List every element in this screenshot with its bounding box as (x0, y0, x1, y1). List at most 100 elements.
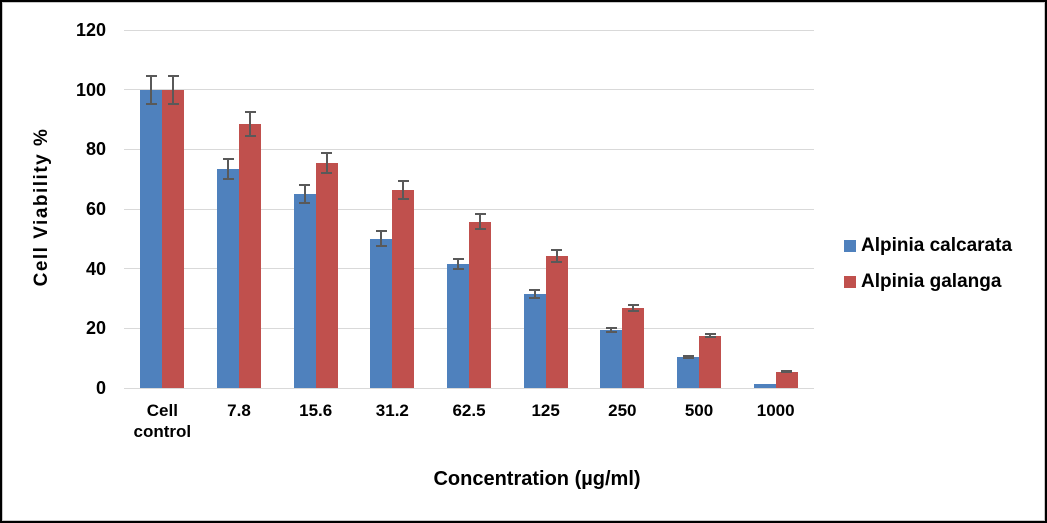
bar-alpinia-galanga-125 (545, 255, 568, 388)
gridline-y-80 (124, 148, 814, 150)
error-bar (704, 333, 716, 339)
error-bar-stem (172, 74, 175, 105)
error-bar (145, 74, 157, 105)
error-bar (452, 258, 464, 271)
error-bar-stem (402, 180, 405, 200)
error-bar (375, 230, 387, 248)
bar-alpinia-galanga-1000 (775, 371, 798, 388)
gridline-y-120 (124, 29, 814, 31)
legend-swatch-icon (844, 240, 856, 252)
y-axis-title: Cell Viability % (31, 127, 52, 287)
error-bar (605, 327, 617, 334)
error-bar (167, 74, 179, 105)
bar-alpinia-calcarata-31.2 (370, 238, 393, 388)
x-category-label-31.2: 31.2 (375, 401, 409, 420)
y-tick-label-120: 120 (75, 20, 106, 40)
error-bar-cap-top (299, 183, 311, 186)
gridline-y-60 (124, 208, 814, 210)
error-bar-stem (249, 110, 251, 138)
error-bar-cap-bottom (529, 297, 541, 300)
error-bar-stem (632, 303, 635, 313)
bar-alpinia-calcarata-1000 (753, 384, 776, 388)
bar-alpinia-galanga-cell-control (162, 89, 185, 388)
error-bar-cap-top (551, 248, 563, 251)
error-bar-cap-bottom (627, 310, 639, 313)
error-bar-cap-bottom (145, 102, 157, 105)
error-bar (627, 303, 639, 313)
x-category-label-15.6: 15.6 (299, 401, 333, 420)
error-bar (682, 354, 694, 360)
y-tick-label-80: 80 (85, 139, 106, 160)
error-bar-cap-top (222, 157, 234, 160)
legend-swatch-icon (844, 276, 856, 288)
error-bar-cap-top (244, 110, 256, 113)
error-bar-stem (687, 354, 689, 360)
error-bar-stem (709, 333, 711, 339)
error-bar-cap-bottom (167, 102, 179, 105)
error-bar-cap-top (397, 180, 409, 183)
error-bar-cap-top (704, 333, 716, 336)
x-category-label-125: 125 (531, 401, 560, 420)
legend-label: Alpinia calcarata (861, 235, 1013, 256)
bar-alpinia-galanga-62.5 (469, 221, 491, 388)
error-bar (781, 370, 793, 374)
error-bar (551, 248, 563, 263)
error-bar-cap-bottom (682, 357, 694, 360)
bar-alpinia-galanga-7.8 (239, 123, 261, 388)
error-bar-stem (303, 183, 306, 205)
bar-alpinia-calcarata-62.5 (447, 264, 469, 388)
y-tick-label-40: 40 (85, 258, 106, 279)
bar-alpinia-calcarata-15.6 (293, 194, 316, 388)
error-bar (397, 180, 409, 200)
legend-label: Alpinia galanga (861, 271, 1002, 292)
bar-alpinia-galanga-250 (622, 308, 645, 388)
gridline-y-100 (124, 89, 814, 91)
error-bar-cap-top (321, 152, 333, 155)
error-bar-cap-bottom (605, 331, 617, 334)
error-bar-cap-top (529, 288, 541, 291)
error-bar-stem (533, 288, 536, 300)
error-bar-cap-top (167, 74, 179, 77)
error-bar-cap-top (145, 74, 157, 77)
x-category-label-1000: 1000 (756, 401, 795, 420)
bar-alpinia-calcarata-125 (523, 294, 546, 388)
bar-alpinia-calcarata-7.8 (217, 168, 239, 388)
error-bar-stem (325, 152, 328, 175)
bar-alpinia-galanga-15.6 (315, 163, 338, 388)
error-bar-cap-bottom (397, 197, 409, 200)
error-bar (299, 183, 311, 205)
error-bar-cap-bottom (244, 135, 256, 138)
error-bar-stem (150, 74, 153, 105)
x-category-label-62.5: 62.5 (452, 401, 486, 420)
bar-alpinia-calcarata-500 (677, 356, 699, 388)
error-bar-cap-bottom (781, 371, 793, 374)
y-tick-label-100: 100 (75, 79, 106, 100)
error-bar-cap-top (682, 354, 694, 357)
error-bar (529, 288, 541, 300)
error-bar-stem (227, 157, 229, 180)
error-bar-cap-bottom (551, 260, 563, 263)
error-bar-stem (457, 258, 459, 271)
error-bar-cap-top (375, 230, 387, 233)
x-category-label-cell-control: Cell control (133, 401, 192, 441)
error-bar-cap-bottom (375, 245, 387, 248)
y-tick-label-60: 60 (85, 199, 106, 219)
bar-alpinia-galanga-500 (699, 335, 721, 388)
plot-area (124, 29, 814, 389)
x-category-label-7.8: 7.8 (227, 401, 251, 420)
x-axis-title: Concentration (µg/ml) (433, 468, 641, 490)
x-category-label-250: 250 (608, 401, 637, 420)
error-bar-cap-bottom (299, 202, 311, 205)
bar-alpinia-calcarata-250 (600, 330, 623, 388)
error-bar (222, 157, 234, 180)
error-bar-cap-bottom (452, 268, 464, 271)
error-bar-stem (610, 327, 613, 334)
error-bar (321, 152, 333, 175)
error-bar (244, 110, 256, 138)
error-bar-cap-bottom (474, 227, 486, 230)
y-tick-label-20: 20 (85, 318, 106, 339)
legend-item-alpinia-calcarata: Alpinia calcarata (844, 234, 1012, 258)
error-bar (474, 213, 486, 230)
y-tick-label-0: 0 (95, 378, 106, 398)
